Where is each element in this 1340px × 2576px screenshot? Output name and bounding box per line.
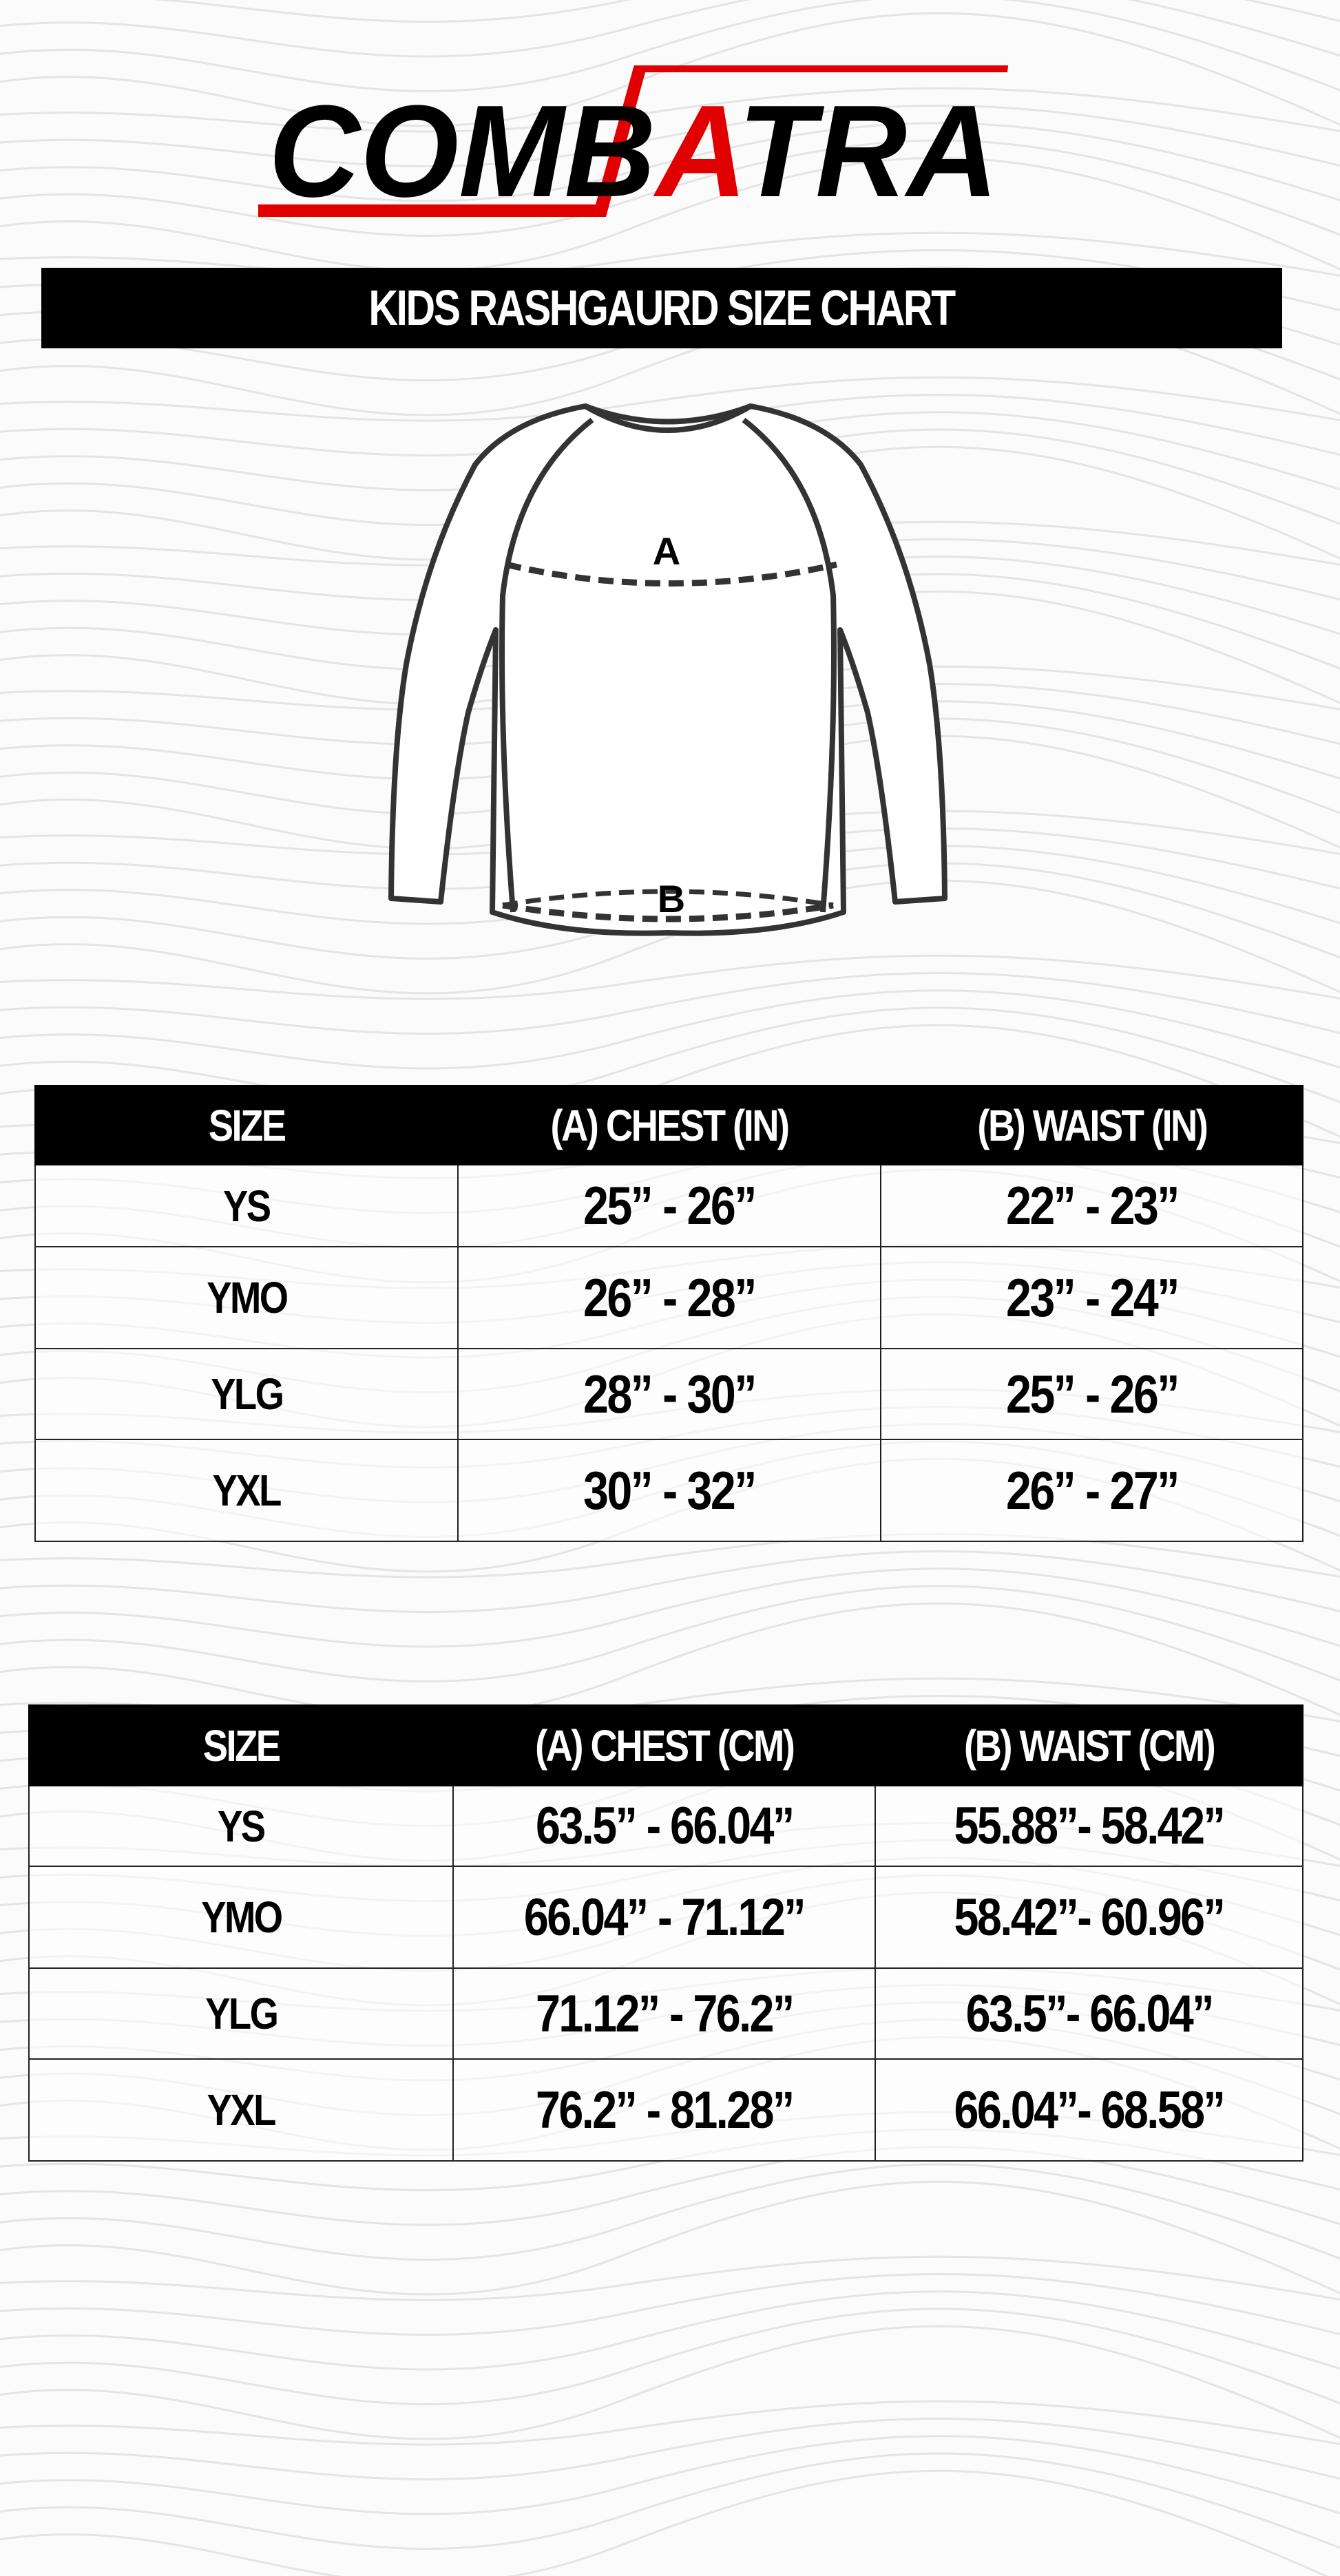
background-wave	[154, 0, 1340, 23]
background-wave	[0, 879, 1340, 995]
header-chest: (A) CHEST (IN)	[457, 1085, 881, 1165]
table-header: SIZE (A) CHEST (IN) (B) WAIST (IN)	[34, 1085, 1304, 1165]
background-wave	[0, 1550, 1340, 1614]
header-size: SIZE	[34, 1085, 459, 1165]
rashguard-diagram: A B	[388, 403, 948, 936]
table-row: YXL 30” - 32” 26” - 27”	[34, 1439, 1304, 1542]
table-row: YXL 76.2” - 81.28” 66.04”- 68.58”	[28, 2058, 1304, 2162]
background-wave	[0, 156, 1340, 272]
background-wave	[0, 2469, 1329, 2576]
background-wave	[0, 231, 1340, 277]
table-row: YS 63.5” - 66.04” 55.88”- 58.42”	[28, 1785, 1304, 1867]
table-row: YLG 71.12” - 76.2” 63.5”- 66.04”	[28, 1967, 1304, 2060]
background-wave	[0, 2400, 1340, 2446]
svg-text:COMBATRA: COMBATRA	[269, 78, 998, 217]
header-chest: (A) CHEST (CM)	[452, 1704, 876, 1786]
background-wave	[0, 2417, 1340, 2481]
background-wave	[0, 2255, 1340, 2301]
table-header: SIZE (A) CHEST (CM) (B) WAIST (CM)	[28, 1704, 1304, 1786]
background-wave	[0, 2308, 1340, 2405]
background-wave	[0, 2452, 1340, 2550]
background-wave	[0, 971, 1340, 1035]
chest-marker: A	[653, 529, 680, 573]
background-wave	[0, 1602, 1340, 1718]
background-wave	[0, 1006, 1340, 1104]
combatra-logo: COMBATRA	[258, 65, 1009, 217]
background-wave	[0, 1585, 1340, 1682]
background-wave	[0, 0, 1340, 92]
header-waist: (B) WAIST (IN)	[880, 1085, 1304, 1165]
background-wave	[0, 2272, 1340, 2336]
background-wave	[0, 954, 1340, 1000]
size-table-inches: SIZE (A) CHEST (IN) (B) WAIST (IN) YS 25”…	[34, 1085, 1304, 1542]
size-table-cm: SIZE (A) CHEST (CM) (B) WAIST (CM) YS 63.…	[28, 1704, 1304, 2162]
background-wave	[0, 2325, 1340, 2440]
table-row: YMO 26” - 28” 23” - 24”	[34, 1246, 1304, 1349]
background-wave	[0, 989, 1340, 1070]
background-wave	[0, 1567, 1340, 1648]
background-wave	[0, 376, 1340, 422]
table-row: YLG 28” - 30” 25” - 26”	[34, 1348, 1304, 1440]
background-wave	[0, 0, 1340, 58]
waist-marker: B	[658, 877, 685, 920]
background-wave	[0, 2146, 1340, 2226]
table-row: YMO 66.04” - 71.12” 58.42”- 60.96”	[28, 1866, 1304, 1969]
size-chart-title: KIDS RASHGAURD SIZE CHART	[41, 268, 1282, 348]
header-size: SIZE	[28, 1704, 454, 1786]
header-waist: (B) WAIST (CM)	[875, 1704, 1304, 1786]
background-wave	[0, 2180, 1340, 2296]
background-wave	[0, 1532, 1340, 1579]
background-wave	[0, 2435, 1340, 2515]
background-wave	[0, 2290, 1340, 2371]
background-wave	[0, 122, 1340, 202]
background-wave	[0, 139, 1340, 237]
title-text: KIDS RASHGAURD SIZE CHART	[368, 280, 956, 336]
background-wave	[0, 2163, 1340, 2261]
background-wave	[0, 12, 1340, 127]
table-row: YS 25” - 26” 22” - 23”	[34, 1164, 1304, 1247]
